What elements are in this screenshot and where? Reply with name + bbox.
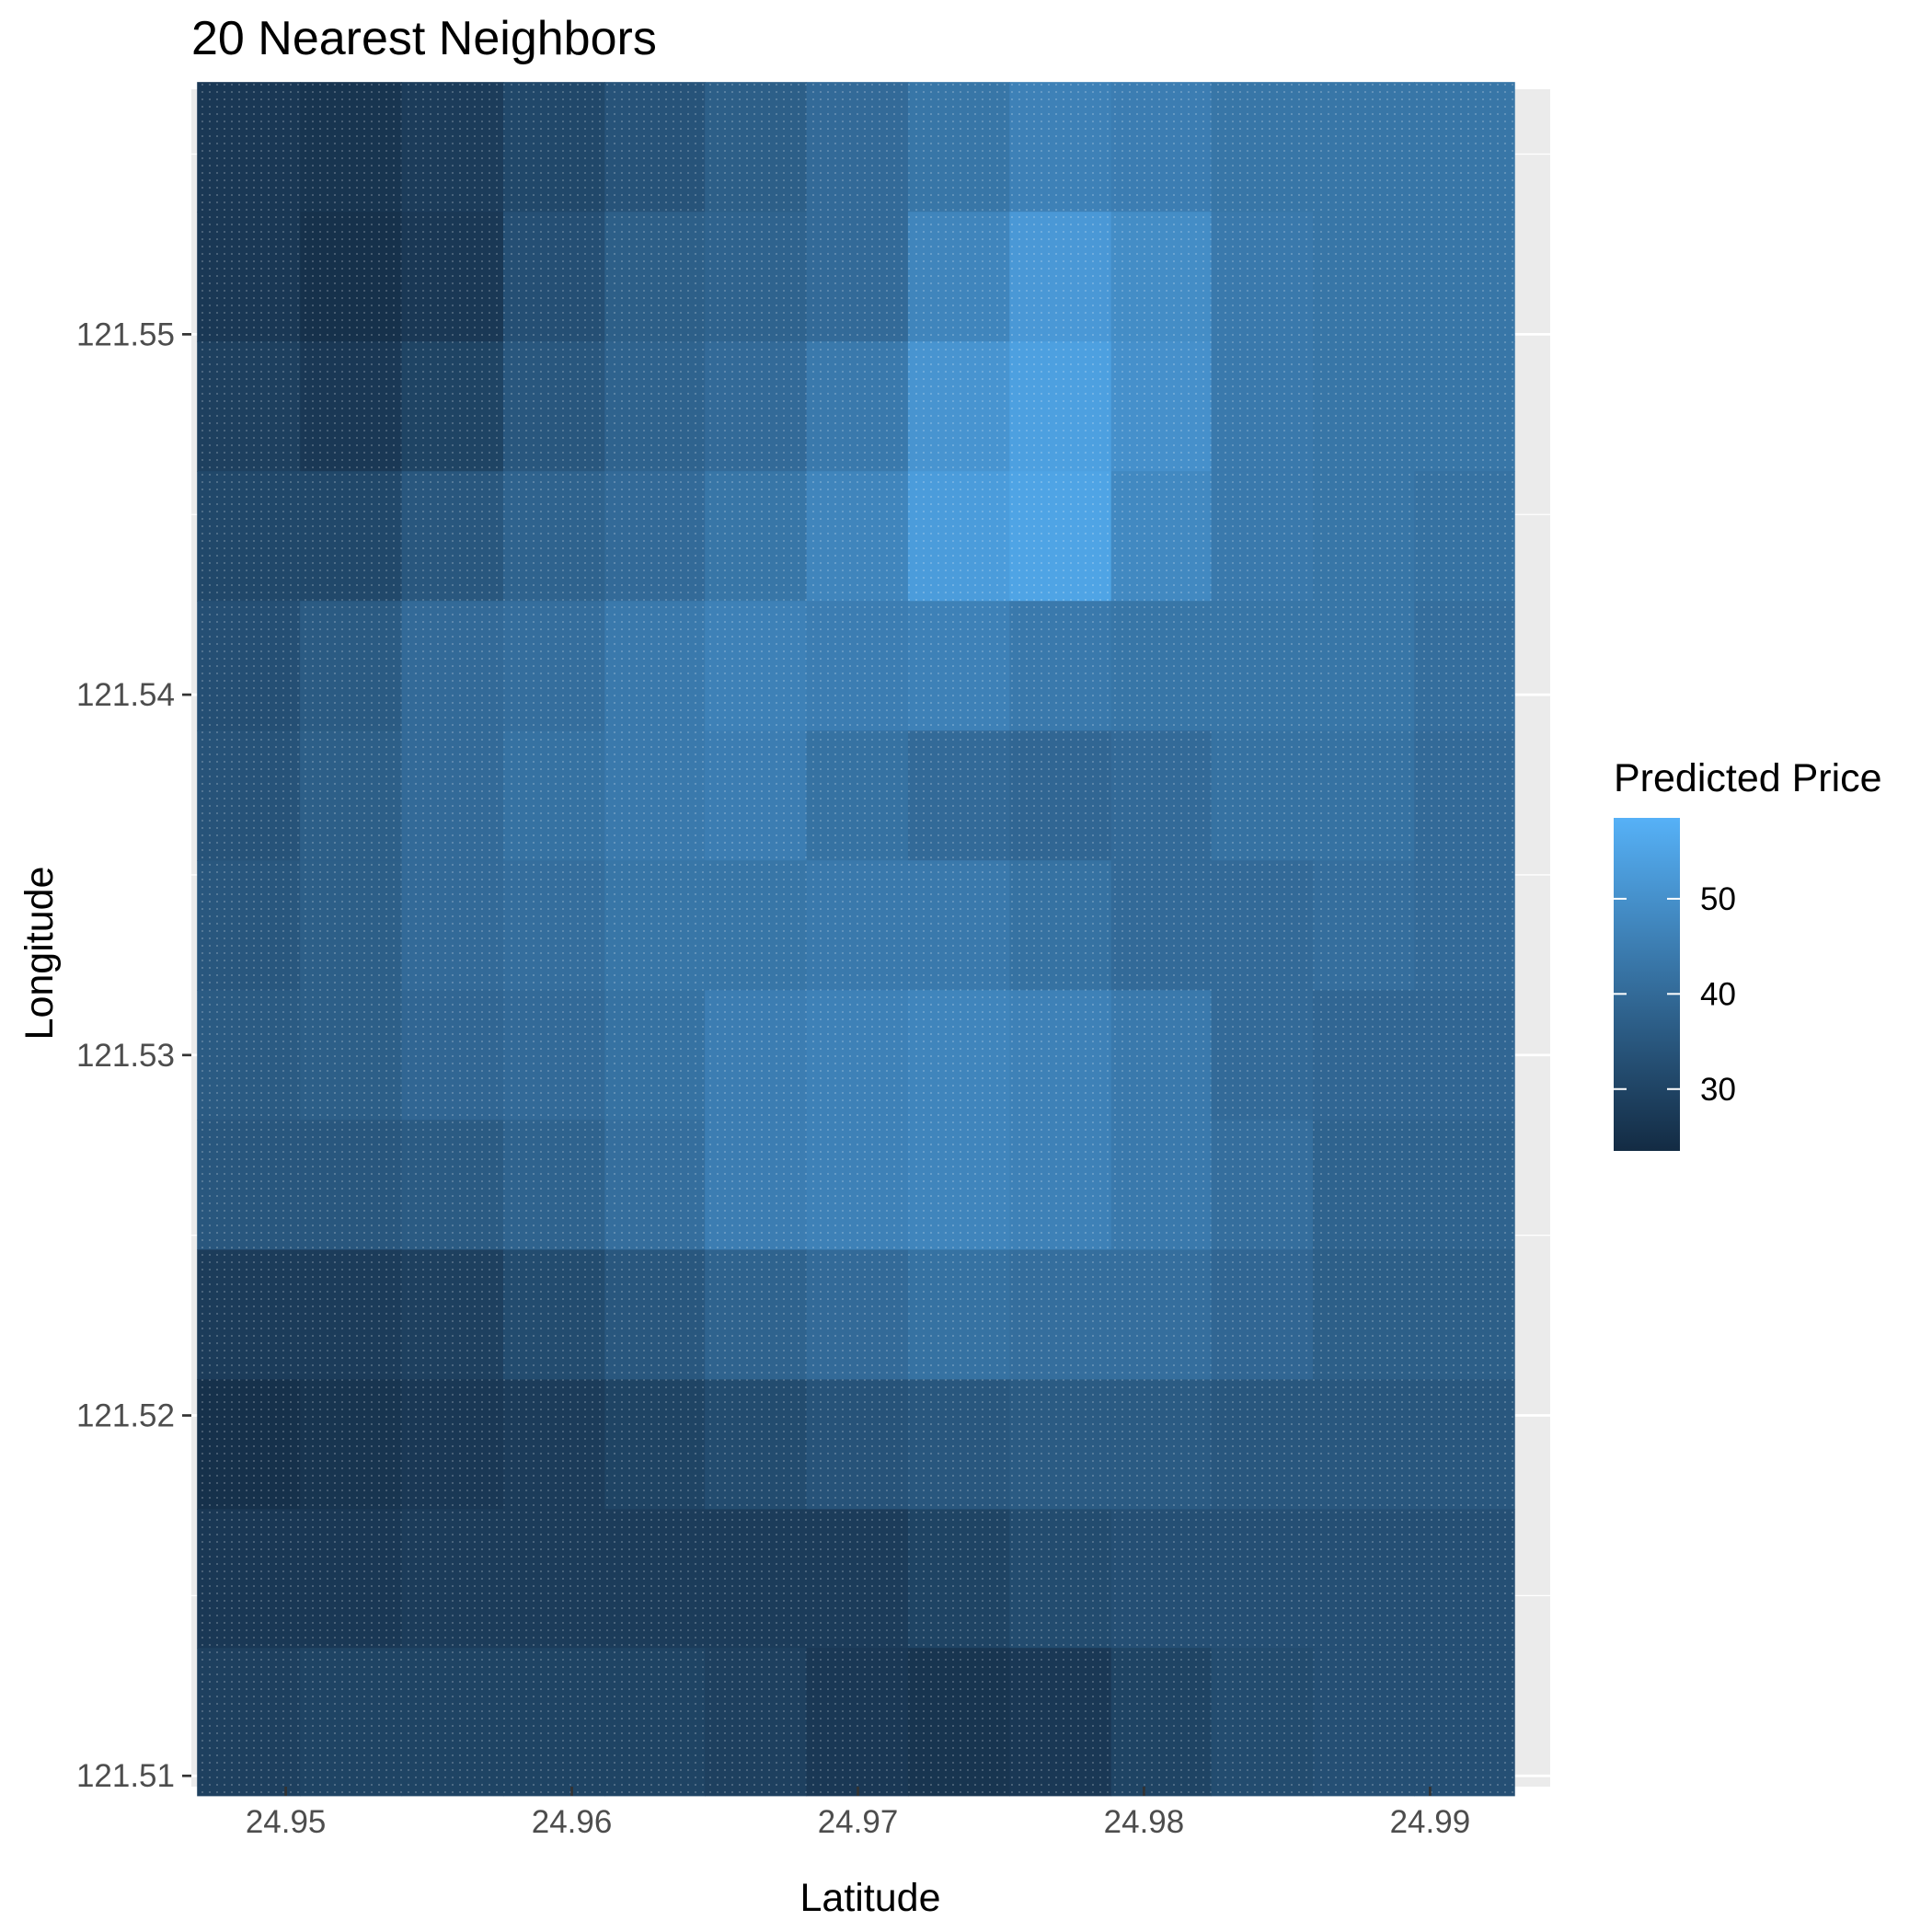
- x-axis: 24.95 24.96 24.97 24.98 24.99: [246, 1787, 1470, 1840]
- chart-title: 20 Nearest Neighbors: [191, 12, 657, 65]
- x-tick-label: 24.95: [246, 1804, 327, 1840]
- y-tick-label: 121.52: [76, 1398, 175, 1434]
- grid-points-overlay: [197, 82, 1515, 1796]
- y-axis: 121.51 121.52 121.53 121.54 121.55: [76, 316, 191, 1794]
- legend-colorbar: [1614, 818, 1680, 1151]
- y-tick-label: 121.54: [76, 677, 175, 713]
- legend-ticks: 30 40 50: [1614, 881, 1736, 1108]
- y-tick-label: 121.55: [76, 316, 175, 352]
- x-tick-label: 24.99: [1390, 1804, 1471, 1840]
- x-tick-label: 24.97: [818, 1804, 899, 1840]
- legend-label: 30: [1700, 1072, 1736, 1108]
- y-tick-label: 121.53: [76, 1038, 175, 1074]
- legend: Predicted Price 30 40 50: [1614, 756, 1882, 1151]
- legend-label: 40: [1700, 976, 1736, 1012]
- legend-title: Predicted Price: [1614, 756, 1882, 800]
- legend-label: 50: [1700, 881, 1736, 917]
- x-tick-label: 24.96: [532, 1804, 613, 1840]
- y-tick-label: 121.51: [76, 1758, 175, 1794]
- x-tick-label: 24.98: [1104, 1804, 1185, 1840]
- y-axis-title: Longitude: [17, 867, 62, 1041]
- x-axis-title: Latitude: [799, 1876, 940, 1920]
